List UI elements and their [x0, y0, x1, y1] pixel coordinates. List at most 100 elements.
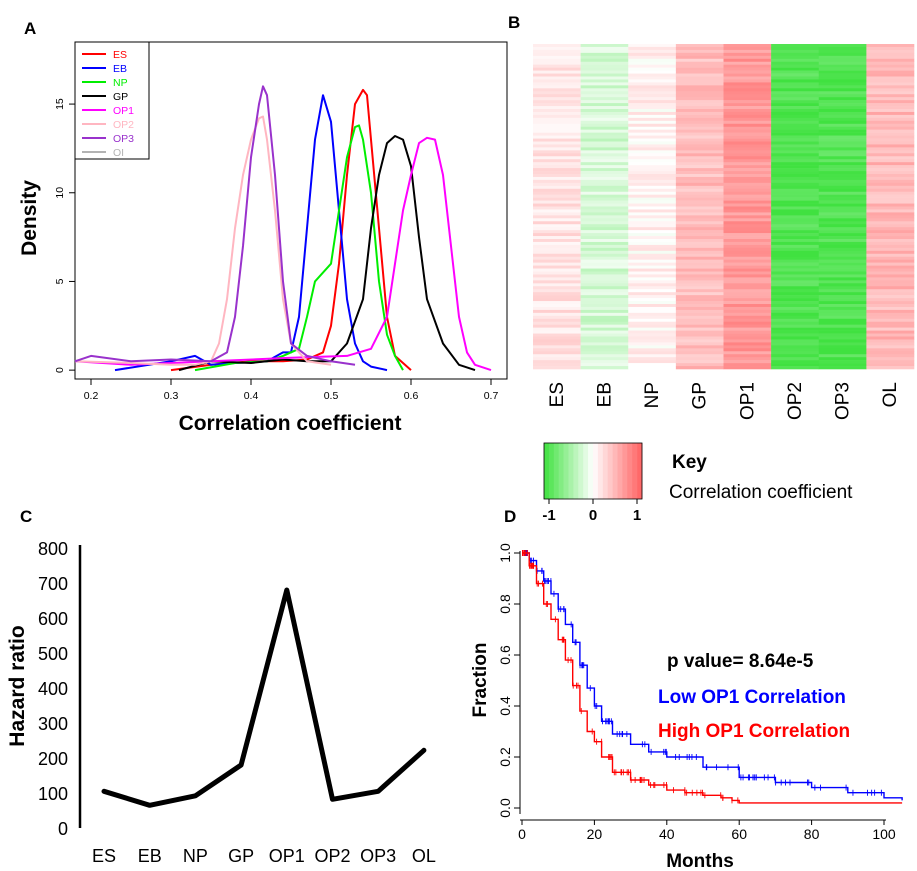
heatmap-cell — [771, 318, 820, 323]
panel-c-y-axis-label: Hazard ratio — [6, 625, 29, 746]
heatmap-cell — [866, 76, 915, 80]
heatmap-cell — [628, 111, 677, 116]
heatmap-cell — [580, 256, 629, 260]
heatmap-cell — [723, 88, 772, 92]
heatmap-cell — [771, 94, 820, 98]
heatmap-cell — [723, 171, 772, 175]
heatmap-cell — [675, 363, 724, 367]
heatmap-cell — [628, 176, 677, 181]
heatmap-cell — [533, 141, 581, 145]
panel-a-x-tick-label: 0.3 — [164, 390, 179, 402]
heatmap-cell — [628, 233, 677, 237]
heatmap-cell — [866, 241, 915, 246]
heatmap-cell — [533, 256, 581, 260]
heatmap-cell — [771, 309, 820, 314]
heatmap-cell — [771, 203, 820, 207]
heatmap-cell — [628, 106, 677, 110]
heatmap-cell — [675, 301, 724, 305]
heatmap-cell — [723, 46, 772, 51]
heatmap-cell — [866, 244, 915, 249]
heatmap-cell — [580, 67, 629, 71]
heatmap-cell — [675, 194, 724, 198]
heatmap-cell — [723, 324, 772, 328]
heatmap-cell — [533, 194, 581, 198]
heatmap-cell — [818, 280, 867, 284]
heatmap-cell — [818, 58, 867, 63]
heatmap-cell — [533, 159, 581, 163]
heatmap-cell — [533, 185, 581, 190]
heatmap-cell — [580, 156, 629, 160]
heatmap-cell — [723, 168, 772, 172]
heatmap-cell — [675, 354, 724, 358]
heatmap-cell — [723, 123, 772, 128]
heatmap-cell — [818, 156, 867, 160]
heatmap-cell — [628, 363, 677, 367]
legend-label-oi: OI — [113, 147, 124, 159]
heatmap-cell — [675, 120, 724, 125]
heatmap-cell — [580, 360, 629, 364]
heatmap-cell — [580, 138, 629, 142]
heatmap-cell — [675, 174, 724, 178]
heatmap-cell — [818, 357, 867, 361]
heatmap-cell — [771, 283, 820, 287]
heatmap-cell — [723, 126, 772, 130]
heatmap-cell — [866, 150, 915, 154]
heatmap-cell — [628, 277, 677, 281]
heatmap-cell — [580, 230, 629, 234]
heatmap-cell — [818, 271, 867, 275]
heatmap-cell — [533, 271, 581, 275]
heatmap-cell — [628, 253, 677, 258]
heatmap-cell — [533, 129, 581, 133]
heatmap-cell — [866, 117, 915, 122]
heatmap-cell — [580, 348, 629, 352]
heatmap-cell — [771, 58, 820, 63]
heatmap-cell — [580, 85, 629, 89]
heatmap-cell — [866, 55, 915, 60]
heatmap-cell — [723, 342, 772, 346]
heatmap-cell — [771, 49, 820, 54]
heatmap-cell — [628, 262, 677, 266]
heatmap-cell — [771, 224, 820, 228]
heatmap-cell — [533, 233, 581, 237]
heatmap-cell — [580, 366, 629, 370]
heatmap-cell — [580, 318, 629, 323]
heatmap-cell — [580, 171, 629, 175]
heatmap-cell — [580, 46, 629, 51]
heatmap-cell — [533, 336, 581, 340]
heatmap-cell — [580, 244, 629, 249]
heatmap-cell — [723, 262, 772, 266]
density-line-op2 — [74, 115, 332, 366]
heatmap-cell — [866, 306, 915, 311]
heatmap-cell — [580, 215, 629, 219]
heatmap-cell — [771, 330, 820, 334]
heatmap-column-ol — [866, 44, 915, 370]
heatmap-cell — [818, 79, 867, 83]
heatmap-cell — [866, 236, 915, 240]
heatmap-cell — [628, 209, 677, 213]
heatmap-cell — [818, 179, 867, 184]
heatmap-cell — [866, 64, 915, 68]
heatmap-cell — [818, 256, 867, 260]
heatmap-cell — [533, 188, 581, 193]
heatmap-cell — [533, 206, 581, 210]
heatmap-cell — [533, 46, 581, 51]
heatmap-cell — [628, 212, 677, 216]
heatmap-cell — [723, 209, 772, 213]
heatmap-cell — [675, 215, 724, 219]
heatmap-cell — [533, 304, 581, 308]
heatmap-cell — [580, 182, 629, 187]
heatmap-cell — [533, 354, 581, 358]
heatmap-cell — [771, 324, 820, 328]
heatmap-cell — [818, 227, 867, 231]
heatmap-cell — [866, 330, 915, 334]
heatmap-cell — [723, 97, 772, 101]
heatmap-cell — [723, 129, 772, 133]
heatmap-cell — [771, 147, 820, 151]
panel-d-y-tick-label: 1.0 — [497, 543, 513, 563]
heatmap-cell — [628, 168, 677, 172]
heatmap-cell — [533, 147, 581, 151]
heatmap-cell — [866, 174, 915, 178]
heatmap-cell — [818, 324, 867, 328]
heatmap-cell — [866, 52, 915, 57]
heatmap-cell — [723, 295, 772, 299]
